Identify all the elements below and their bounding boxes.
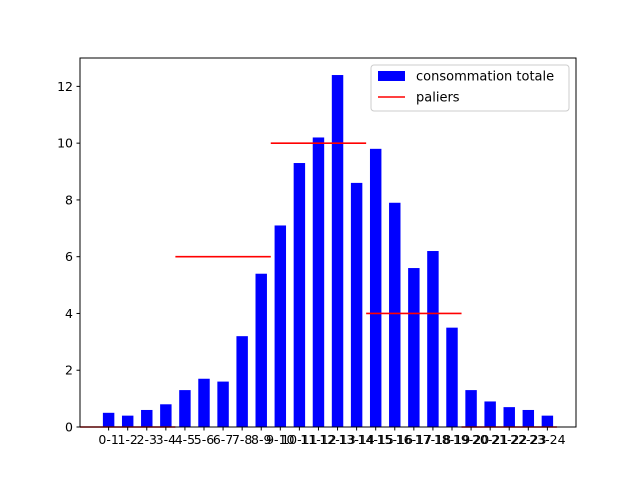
x-tick-label: 10-11 <box>281 432 317 447</box>
y-axis: 0 2 4 6 8 10 12 <box>57 79 80 435</box>
x-tick-label: 18-19 <box>434 432 470 447</box>
y-tick-label: 6 <box>65 249 73 264</box>
bar-7-8 <box>236 336 248 427</box>
x-tick-label: 8-9 <box>251 432 271 447</box>
x-tick-label: 15-16 <box>377 432 413 447</box>
x-tick-label: 3-4 <box>156 432 176 447</box>
bar-23-24 <box>541 415 554 427</box>
x-tick-label: 23-24 <box>529 432 565 447</box>
x-tick-label: 4-5 <box>175 432 195 447</box>
x-tick-label: 14-15 <box>358 432 394 447</box>
y-tick-label: 2 <box>65 363 73 378</box>
bar-21-22 <box>503 407 515 427</box>
y-tick-label: 10 <box>57 136 73 151</box>
legend-box <box>370 64 570 112</box>
bar-10-11 <box>293 163 306 427</box>
bar-2-3 <box>141 409 153 427</box>
x-tick-label: 5-6 <box>194 432 214 447</box>
x-tick-label: 0-1 <box>98 432 118 447</box>
bar-13-14 <box>350 182 363 427</box>
x-tick-label: 19-20 <box>453 432 489 447</box>
plot-frame <box>79 57 577 428</box>
y-tick-label: 8 <box>65 192 73 207</box>
x-tick-label: 22-23 <box>510 432 546 447</box>
bar-6-7 <box>217 381 229 427</box>
x-tick-label: 7-8 <box>232 432 252 447</box>
x-tick-label: 2-3 <box>137 432 157 447</box>
legend-bar-swatch <box>378 71 405 81</box>
bars-group <box>102 75 554 428</box>
x-tick-label: 11-12 <box>300 432 336 447</box>
bar-3-4 <box>160 404 172 427</box>
y-tick-label: 12 <box>57 79 73 94</box>
bar-15-16 <box>389 202 401 427</box>
x-tick-label: 17-18 <box>415 432 451 447</box>
x-tick-label: 16-17 <box>396 432 432 447</box>
bar-14-15 <box>369 148 382 428</box>
x-axis: 0-11-22-33-44-55-66-77-88-99-1010-1111-1… <box>98 427 566 447</box>
x-tick-label: 20-21 <box>472 432 508 447</box>
bar-18-19 <box>446 327 458 427</box>
bar-16-17 <box>408 268 420 427</box>
legend-bar-label: consommation totale <box>416 70 554 85</box>
bar-17-18 <box>427 251 439 427</box>
legend-step-label: paliers <box>416 91 460 106</box>
bar-8-9 <box>255 273 267 427</box>
bar-0-1 <box>102 412 115 427</box>
y-tick-label: 4 <box>65 306 73 321</box>
bar-1-2 <box>121 415 134 427</box>
x-tick-label: 9-10 <box>266 432 294 447</box>
bar-9-10 <box>274 225 287 427</box>
bar-5-6 <box>198 378 210 427</box>
bar-19-20 <box>465 390 477 427</box>
y-tick-label: 0 <box>65 420 73 435</box>
bar-4-5 <box>179 390 191 427</box>
x-tick-label: 21-22 <box>491 432 527 447</box>
x-tick-label: 12-13 <box>319 432 355 447</box>
x-tick-label: 6-7 <box>213 432 233 447</box>
legend: consommation totale paliers <box>370 64 570 112</box>
bar-11-12 <box>312 137 325 427</box>
x-tick-label: 1-2 <box>117 432 137 447</box>
x-tick-label: 13-14 <box>338 432 374 447</box>
bar-20-21 <box>484 401 496 427</box>
bar-12-13 <box>331 75 344 428</box>
bar-22-23 <box>522 409 535 427</box>
